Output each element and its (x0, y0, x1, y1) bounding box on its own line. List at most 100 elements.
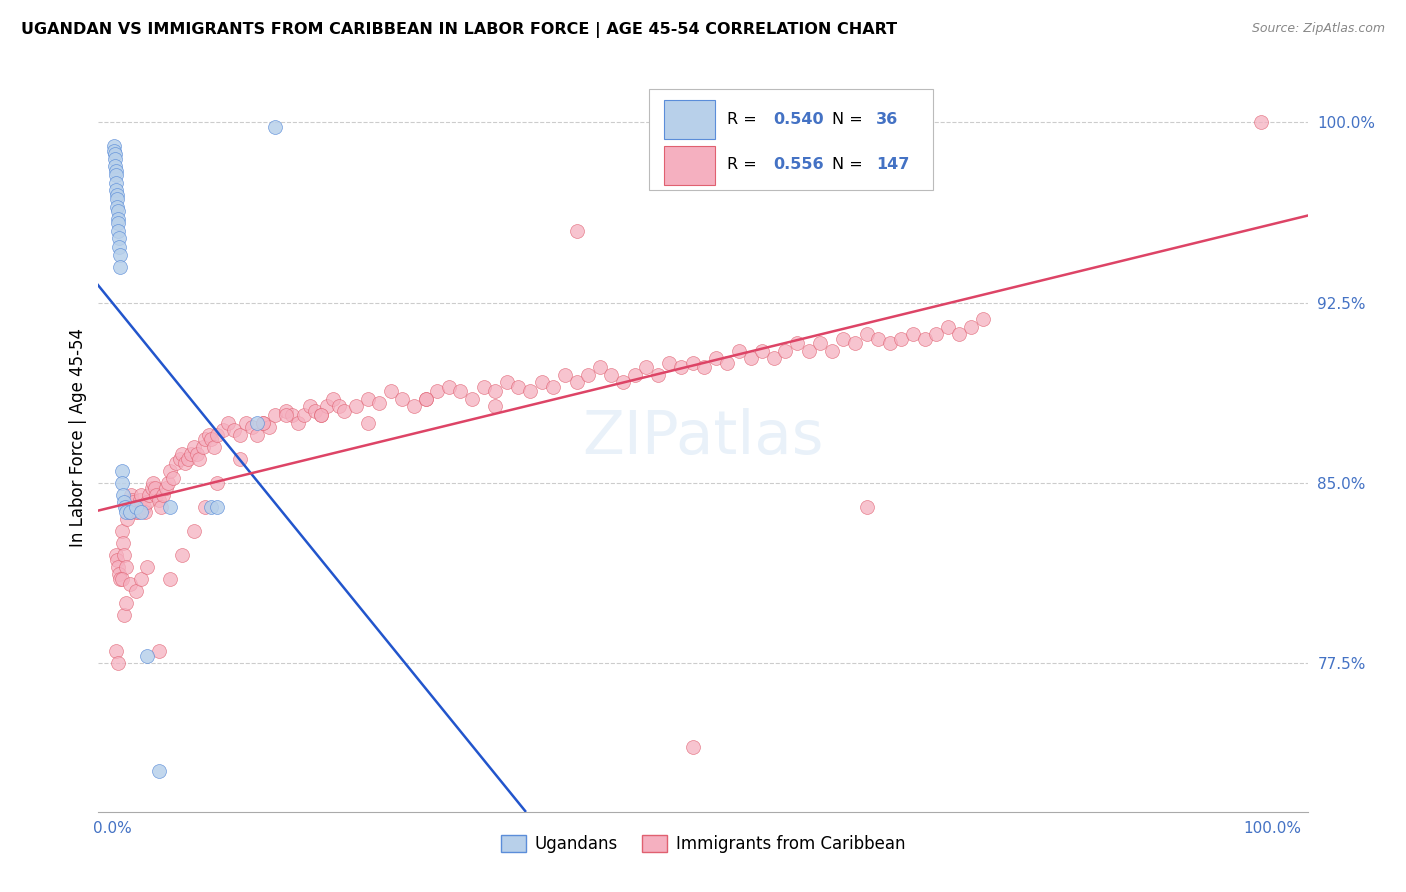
Point (205, 500, 228, 514)
Point (115, 559, 138, 574)
Point (186, 447, 208, 461)
Point (304, 403, 326, 417)
Point (450, 384, 472, 399)
Text: 147: 147 (876, 157, 910, 172)
Point (177, 451, 200, 466)
Point (136, 559, 159, 574)
Point (740, 351, 762, 365)
Point (104, 644, 127, 658)
Text: N =: N = (832, 157, 869, 172)
Point (508, 379, 530, 393)
Point (589, 360, 612, 375)
Point (229, 451, 252, 466)
Point (107, 559, 129, 574)
Point (914, 332, 936, 346)
Point (138, 488, 160, 502)
Point (107, 656, 129, 670)
Text: N =: N = (832, 112, 869, 127)
Point (200, 500, 222, 514)
Point (107, 211, 129, 226)
Point (246, 416, 269, 430)
Point (174, 457, 197, 471)
Point (612, 375, 634, 389)
Point (159, 464, 181, 478)
Point (356, 392, 378, 406)
Point (658, 356, 681, 370)
Point (104, 169, 127, 183)
Point (276, 409, 298, 423)
Point (165, 457, 187, 471)
Point (150, 500, 173, 514)
Point (716, 356, 738, 370)
Point (263, 120, 285, 135)
Point (415, 392, 437, 406)
Point (188, 451, 211, 466)
Point (111, 488, 134, 502)
Point (112, 495, 135, 509)
Point (224, 423, 246, 437)
Point (600, 368, 623, 382)
Point (728, 343, 751, 358)
Point (391, 392, 413, 406)
Point (117, 500, 139, 514)
Point (111, 524, 134, 538)
Point (855, 500, 877, 514)
Text: 36: 36 (876, 112, 898, 127)
Point (205, 427, 228, 442)
Point (205, 475, 228, 490)
Point (901, 326, 924, 341)
Point (855, 326, 877, 341)
Point (530, 375, 553, 389)
Point (472, 379, 495, 393)
Point (124, 500, 146, 514)
Point (240, 420, 263, 434)
Text: UGANDAN VS IMMIGRANTS FROM CARIBBEAN IN LABOR FORCE | AGE 45-54 CORRELATION CHAR: UGANDAN VS IMMIGRANTS FROM CARIBBEAN IN … (21, 22, 897, 38)
Point (808, 336, 831, 351)
Y-axis label: In Labor Force | Age 45-54: In Labor Force | Age 45-54 (69, 327, 87, 547)
Point (309, 409, 332, 423)
Point (762, 351, 785, 365)
Point (925, 326, 948, 341)
Point (211, 423, 233, 437)
Point (115, 596, 138, 610)
Point (125, 500, 148, 514)
Point (143, 481, 166, 495)
Point (132, 500, 155, 514)
Point (110, 247, 132, 261)
Point (104, 176, 127, 190)
Point (519, 384, 541, 399)
Point (543, 379, 565, 393)
Point (402, 399, 425, 413)
Point (252, 416, 274, 430)
Point (246, 427, 269, 442)
Point (832, 332, 855, 346)
Point (108, 566, 131, 581)
Point (868, 332, 890, 346)
Point (623, 368, 645, 382)
Point (693, 360, 716, 375)
Point (194, 433, 217, 447)
Point (108, 231, 131, 245)
Point (105, 200, 128, 214)
Point (115, 504, 138, 518)
Point (704, 351, 727, 365)
Point (145, 488, 167, 502)
Point (104, 163, 127, 178)
Point (111, 475, 134, 490)
Point (576, 368, 599, 382)
Point (415, 392, 437, 406)
Point (565, 223, 588, 237)
Point (118, 504, 141, 518)
Text: Source: ZipAtlas.com: Source: ZipAtlas.com (1251, 22, 1385, 36)
Point (217, 416, 239, 430)
Point (107, 223, 129, 237)
Legend: Ugandans, Immigrants from Caribbean: Ugandans, Immigrants from Caribbean (494, 828, 912, 860)
Point (183, 440, 205, 454)
Point (180, 447, 202, 461)
Point (148, 764, 170, 778)
Point (200, 433, 222, 447)
Point (111, 572, 134, 586)
Point (127, 504, 149, 518)
Point (484, 384, 506, 399)
Text: R =: R = (727, 112, 762, 127)
